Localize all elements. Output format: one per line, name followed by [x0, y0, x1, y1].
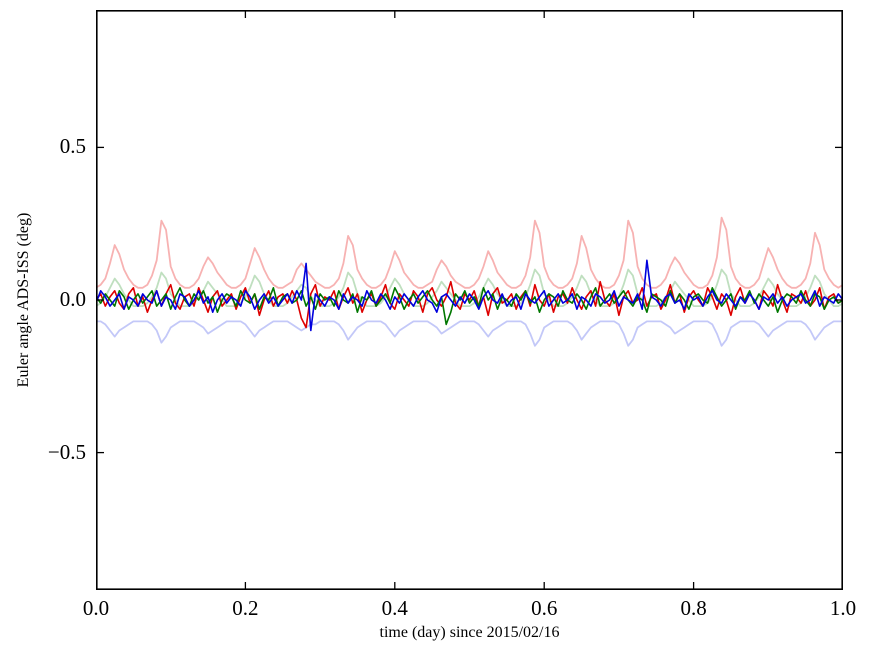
x-tick-label: 0.2 [232, 596, 259, 620]
x-tick-label: 1.0 [829, 596, 857, 620]
series-blue-line [96, 259, 843, 332]
y-tick-label: 0.5 [59, 134, 86, 159]
series-green-light-line [96, 268, 843, 307]
plot-area [96, 10, 843, 590]
x-axis-label: time (day) since 2015/02/16 [379, 624, 560, 641]
y-tick-label: 0.0 [59, 287, 86, 311]
series-green-line [96, 287, 843, 326]
plot-frame [96, 10, 843, 590]
series-red-line [96, 280, 843, 329]
series-red-light-line [96, 216, 843, 289]
x-tick-label: 0.4 [381, 596, 408, 620]
x-tick-label: 0.6 [531, 596, 558, 620]
x-tick-label: 0.8 [680, 596, 707, 620]
x-tick-label: 0.0 [82, 596, 110, 620]
series-blue-light-line [96, 320, 843, 347]
y-tick-label: −0.5 [47, 439, 86, 464]
